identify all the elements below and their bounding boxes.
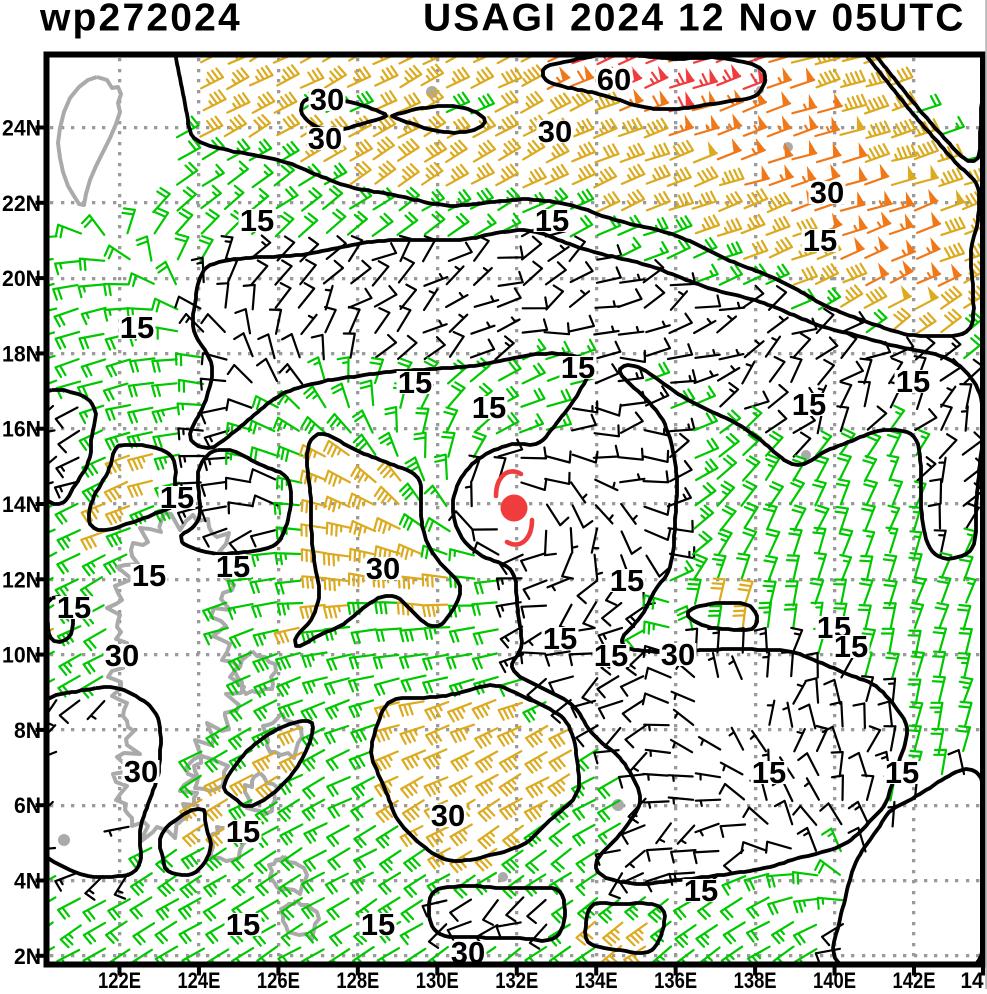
svg-text:15: 15 — [752, 755, 786, 790]
svg-text:60: 60 — [597, 62, 631, 97]
svg-text:15: 15 — [398, 365, 432, 400]
svg-text:15: 15 — [160, 480, 194, 515]
svg-text:15: 15 — [535, 203, 569, 238]
svg-text:30: 30 — [431, 798, 465, 833]
svg-text:15: 15 — [472, 390, 506, 425]
svg-text:15: 15 — [226, 814, 260, 849]
svg-text:8N: 8N — [14, 718, 41, 743]
svg-text:15: 15 — [361, 907, 395, 942]
svg-text:128E: 128E — [336, 968, 379, 989]
svg-text:132E: 132E — [495, 968, 538, 989]
svg-text:124E: 124E — [177, 968, 220, 989]
svg-text:30: 30 — [810, 175, 844, 210]
svg-text:14N: 14N — [2, 492, 41, 517]
svg-text:30: 30 — [451, 935, 485, 970]
svg-text:15: 15 — [216, 549, 250, 584]
svg-text:4N: 4N — [14, 869, 41, 894]
svg-text:15: 15 — [240, 203, 274, 238]
svg-text:15: 15 — [561, 350, 595, 385]
svg-text:138E: 138E — [734, 968, 777, 989]
svg-text:15: 15 — [684, 873, 718, 908]
svg-text:20N: 20N — [2, 266, 41, 291]
svg-text:15: 15 — [57, 590, 91, 625]
svg-text:15: 15 — [803, 223, 837, 258]
svg-text:12N: 12N — [2, 567, 41, 592]
svg-text:18N: 18N — [2, 341, 41, 366]
svg-text:15: 15 — [610, 563, 644, 598]
svg-text:134E: 134E — [575, 968, 618, 989]
svg-text:15: 15 — [226, 907, 260, 942]
svg-text:16N: 16N — [2, 417, 41, 442]
svg-text:6N: 6N — [14, 793, 41, 818]
svg-text:15: 15 — [132, 558, 166, 593]
svg-text:30: 30 — [308, 121, 342, 156]
svg-text:15: 15 — [543, 621, 577, 656]
svg-text:24N: 24N — [2, 116, 41, 141]
svg-text:15: 15 — [120, 310, 154, 345]
svg-text:130E: 130E — [416, 968, 459, 989]
svg-text:140E: 140E — [813, 968, 856, 989]
svg-text:126E: 126E — [257, 968, 300, 989]
svg-text:15: 15 — [834, 629, 868, 664]
svg-text:30: 30 — [661, 637, 695, 672]
svg-text:USAGI 2024 12 Nov 05UTC: USAGI 2024 12 Nov 05UTC — [423, 0, 966, 40]
svg-text:15: 15 — [896, 364, 930, 399]
svg-text:wp272024: wp272024 — [39, 0, 242, 40]
svg-text:30: 30 — [366, 551, 400, 586]
svg-text:30: 30 — [105, 638, 139, 673]
svg-text:14: 14 — [961, 968, 985, 989]
svg-text:15: 15 — [885, 755, 919, 790]
svg-text:2N: 2N — [14, 944, 41, 969]
svg-text:122E: 122E — [98, 968, 141, 989]
svg-text:30: 30 — [538, 114, 572, 149]
svg-text:142E: 142E — [893, 968, 936, 989]
svg-text:10N: 10N — [2, 643, 41, 668]
svg-text:30: 30 — [124, 754, 158, 789]
svg-text:15: 15 — [594, 638, 628, 673]
svg-text:136E: 136E — [654, 968, 697, 989]
svg-text:22N: 22N — [2, 191, 41, 216]
svg-text:30: 30 — [310, 82, 344, 117]
svg-text:15: 15 — [792, 387, 826, 422]
